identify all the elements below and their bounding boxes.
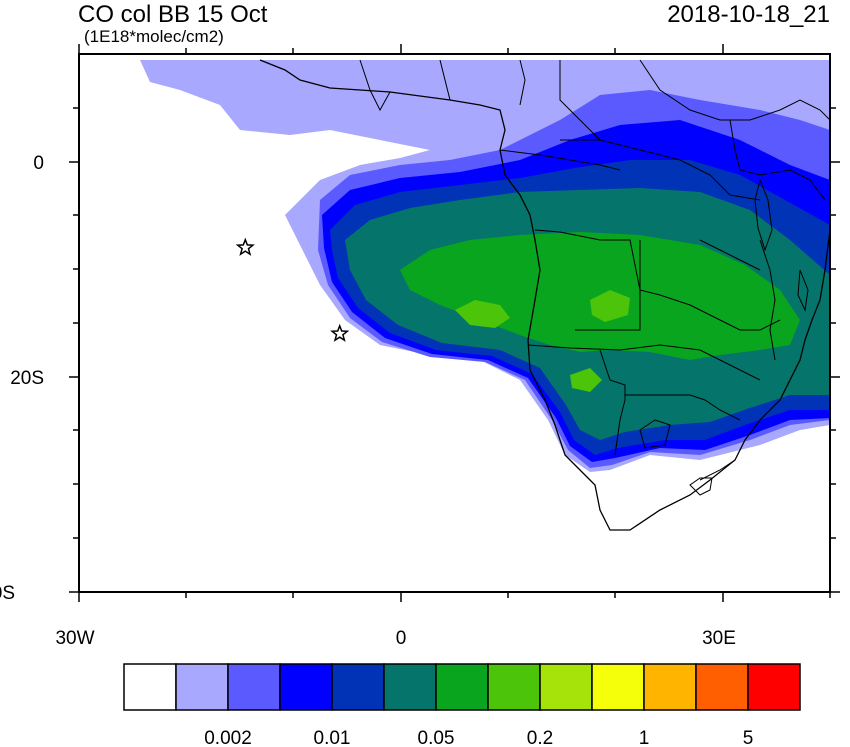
colorbar-swatch <box>435 663 489 711</box>
colorbar-swatch <box>123 663 177 711</box>
colorbar-swatch <box>487 663 541 711</box>
colorbar-label: 0.002 <box>204 728 252 747</box>
lat-label-0: 0 <box>33 153 44 174</box>
lat-label-20s: 20S <box>10 368 44 389</box>
lat-label-40s: 40S <box>0 583 15 604</box>
star-marker <box>235 237 255 256</box>
lat-ticks <box>69 107 840 593</box>
colorbar-swatch <box>227 663 281 711</box>
co-column-field <box>140 59 830 531</box>
colorbar-swatch <box>331 663 385 711</box>
colorbar-swatch <box>591 663 645 711</box>
colorbar-label: 0.2 <box>527 728 553 747</box>
colorbar-label: 0.01 <box>314 728 351 747</box>
colorbar-label: 1 <box>639 728 650 747</box>
colorbar <box>123 663 801 711</box>
lon-ticks <box>78 44 831 602</box>
colorbar-label: 5 <box>743 728 754 747</box>
colorbar-swatch <box>695 663 749 711</box>
lon-label-0: 0 <box>396 628 407 649</box>
colorbar-swatch <box>643 663 697 711</box>
lon-label-30e: 30E <box>702 628 736 649</box>
colorbar-label: 0.05 <box>418 728 455 747</box>
lon-label-30w: 30W <box>55 628 94 649</box>
colorbar-swatch <box>279 663 333 711</box>
star-marker <box>330 323 350 342</box>
colorbar-swatch <box>383 663 437 711</box>
map-title: CO col BB 15 Oct <box>78 1 268 28</box>
colorbar-swatch <box>747 663 801 711</box>
colorbar-swatch <box>539 663 593 711</box>
datetime-label: 2018-10-18_21 <box>667 1 830 28</box>
colorbar-labels: 0.002 0.01 0.05 0.2 1 5 <box>204 728 753 747</box>
units-label: (1E18*molec/cm2) <box>84 27 224 46</box>
marker-layer <box>235 237 350 342</box>
colorbar-swatch <box>175 663 229 711</box>
